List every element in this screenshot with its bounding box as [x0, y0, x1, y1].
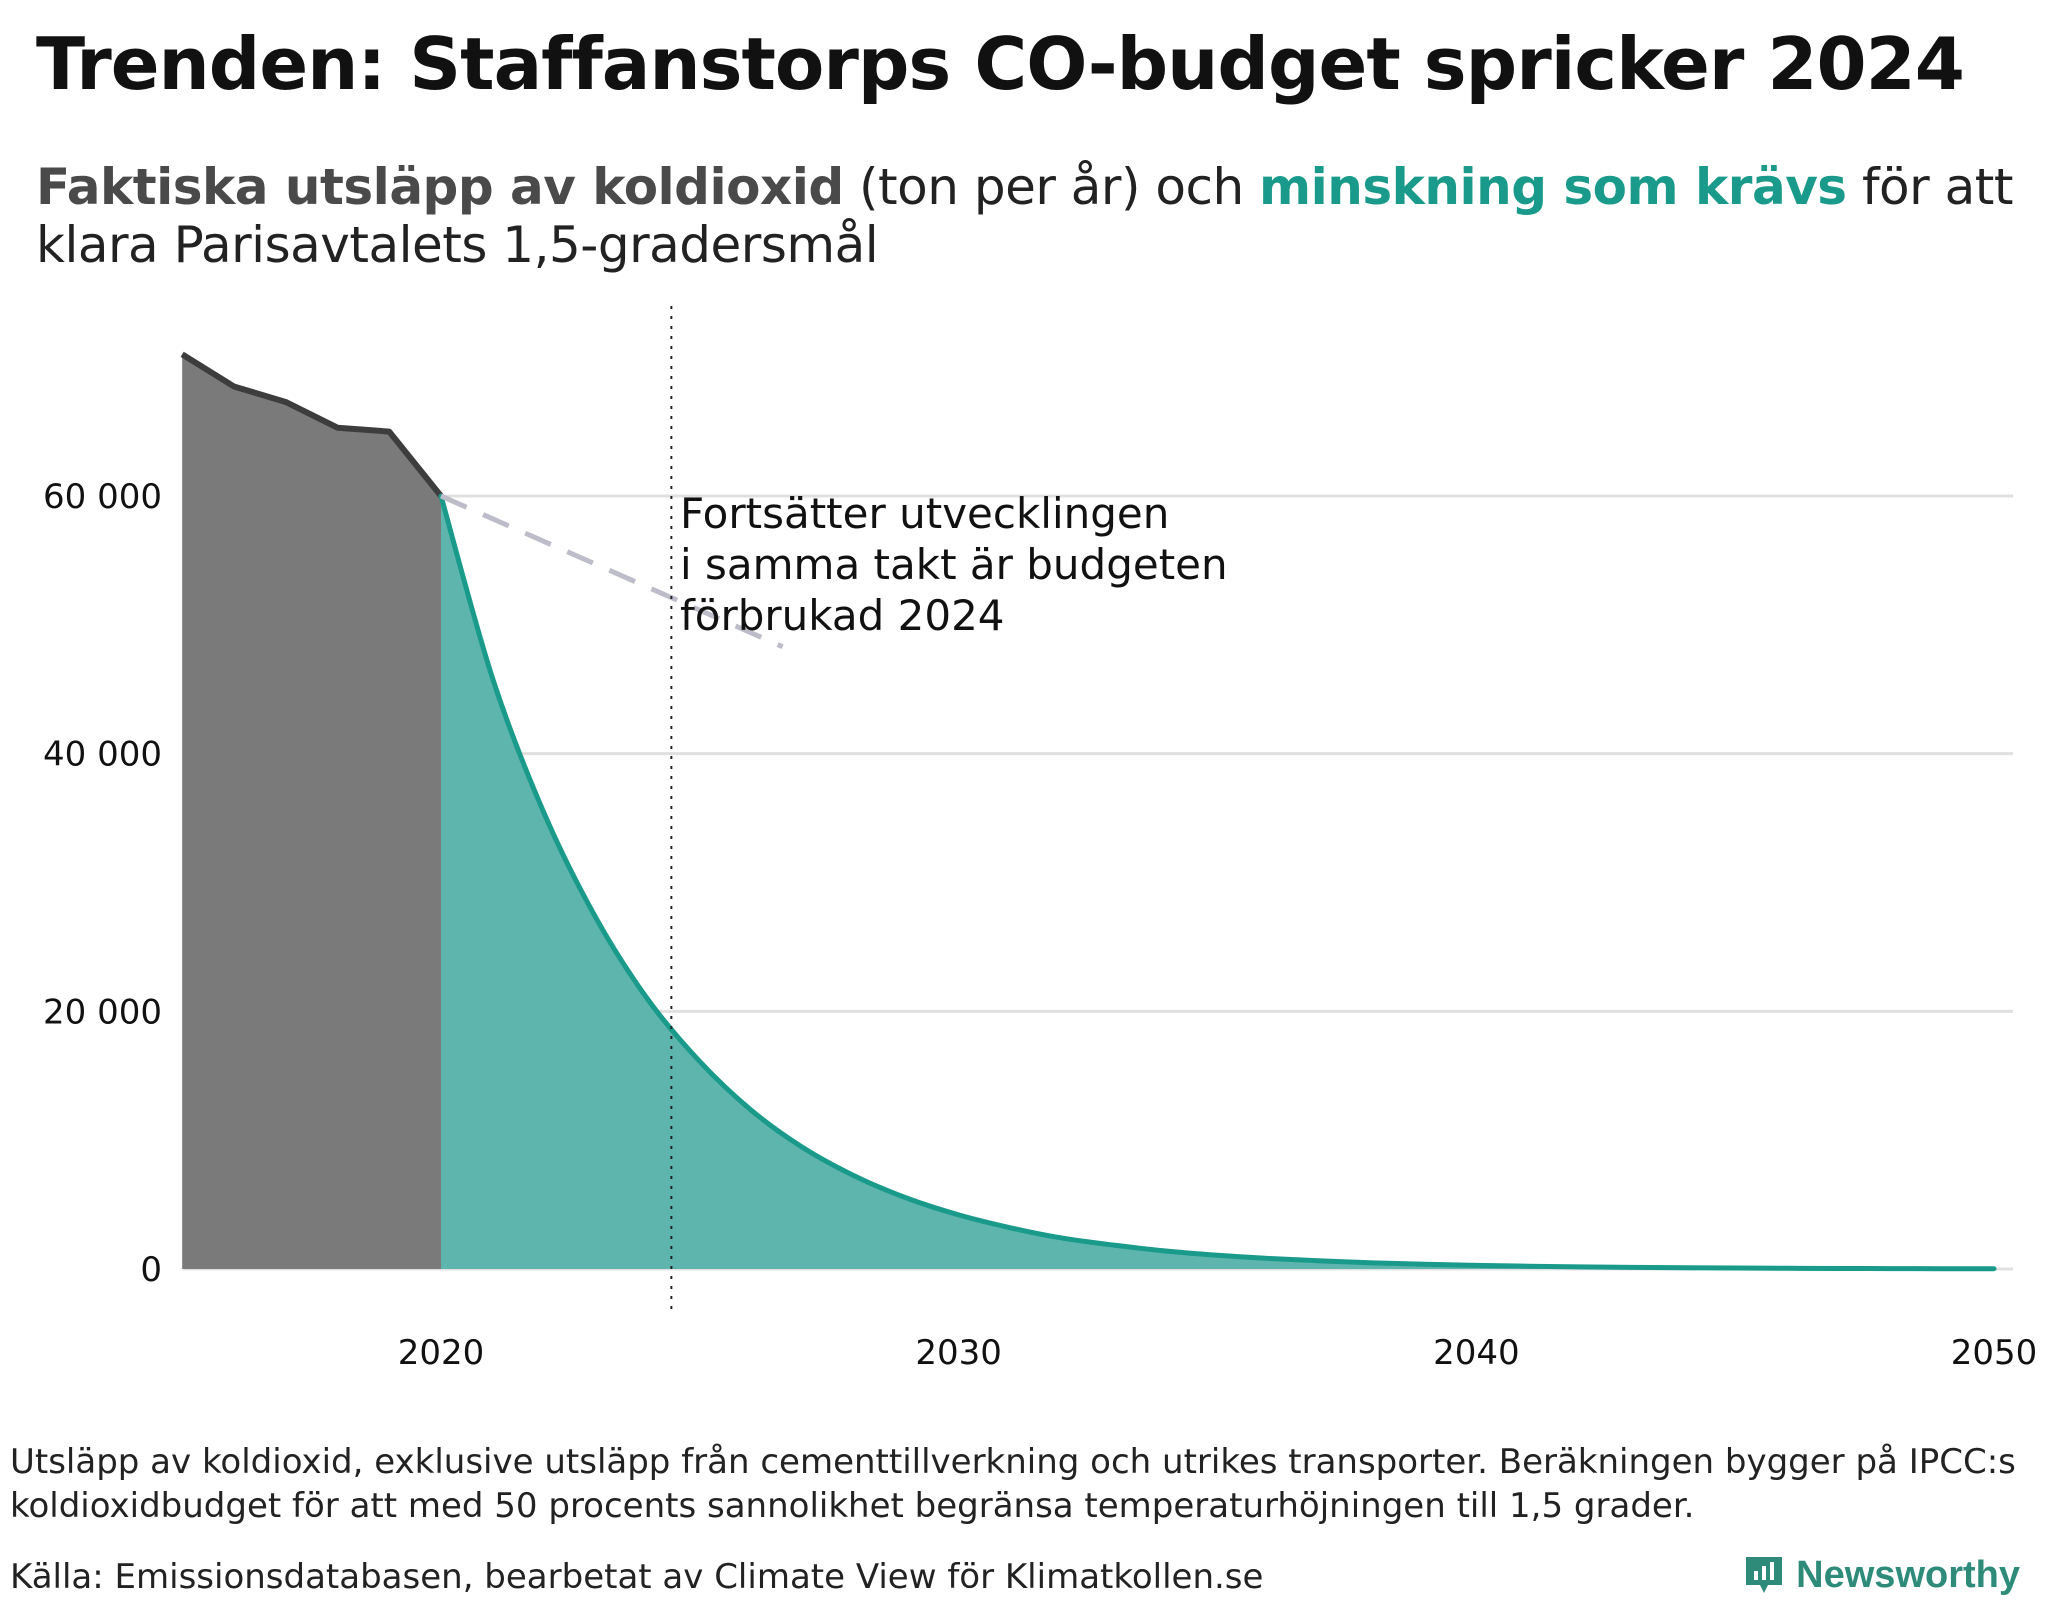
x-axis-ticks: 2020 2030 2040 2050 [398, 1333, 2038, 1373]
actual-emissions-line [180, 351, 444, 498]
x-tick-label: 2040 [1433, 1333, 1520, 1373]
source-credit: Källa: Emissionsdatabasen, bearbetat av … [10, 1557, 1264, 1597]
line-layer [180, 306, 1997, 1316]
subtitle-required-label: minskning som krävs [1259, 158, 1847, 216]
y-tick-label: 40 000 [43, 735, 162, 775]
annotation-line: Fortsätter utvecklingen [680, 489, 1169, 538]
required-reduction-line [438, 493, 1997, 1272]
subtitle-unit-text: (ton per år) och [843, 158, 1260, 216]
annotation-line: förbrukad 2024 [680, 591, 1005, 640]
actual-emissions-area [182, 354, 441, 1269]
annotation-line: i samma takt är budgeten [680, 540, 1228, 589]
area-layer [182, 354, 1994, 1269]
x-tick-label: 2050 [1951, 1333, 2038, 1373]
chart-title: Trenden: Staffanstorps CO-budget spricke… [36, 22, 1965, 106]
y-tick-label: 0 [140, 1250, 162, 1290]
subtitle-rest-text: för att klara Parisavtalets 1,5-gradersm… [36, 158, 2013, 274]
required-reduction-area [441, 496, 1994, 1269]
chart-subtitle: Faktiska utsläpp av koldioxid (ton per å… [36, 158, 2026, 274]
y-tick-label: 60 000 [43, 477, 162, 517]
brand-logo: Newsworthy [1742, 1553, 2020, 1597]
emissions-chart: 0 20 000 40 000 60 000 2020 2030 2040 2050 For… [43, 306, 2038, 1373]
x-tick-label: 2030 [915, 1333, 1002, 1373]
brand-label: Newsworthy [1796, 1553, 2020, 1596]
trend-dashed-line [439, 493, 784, 650]
newsworthy-logo-icon [1746, 1557, 1783, 1593]
footnote: Utsläpp av koldioxid, exklusive utsläpp … [10, 1442, 2016, 1526]
subtitle-actual-label: Faktiska utsläpp av koldioxid [36, 158, 844, 216]
y-tick-label: 20 000 [43, 992, 162, 1032]
x-tick-label: 2020 [398, 1333, 485, 1373]
y-axis-ticks: 0 20 000 40 000 60 000 [43, 477, 162, 1290]
